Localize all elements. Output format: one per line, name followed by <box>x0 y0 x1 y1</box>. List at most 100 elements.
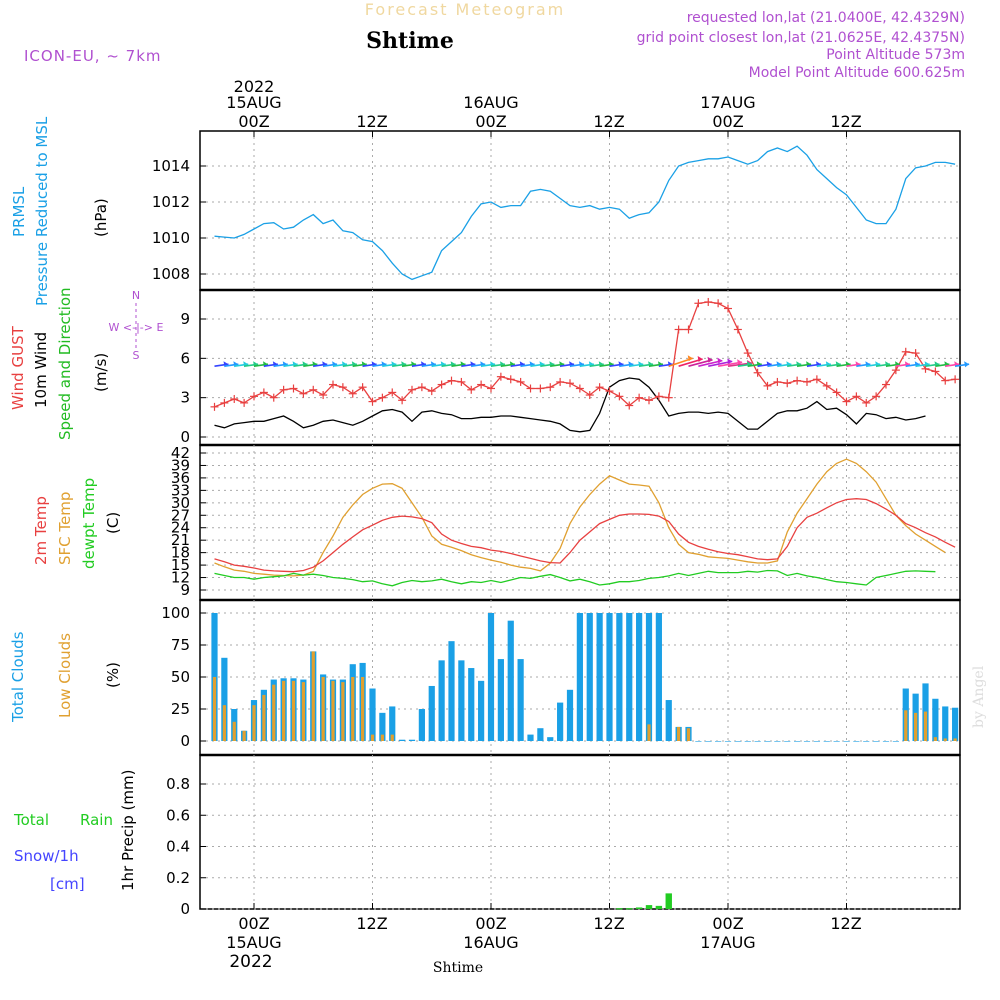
total-cloud-bar-52 <box>724 741 732 742</box>
time-label-top-6: 12Z <box>830 112 861 131</box>
wind-arrowhead-47 <box>697 356 703 362</box>
time-label-bottom-5: 00Z <box>712 914 743 933</box>
prmsl-desc-label: Pressure Reduced to MSL <box>33 116 51 306</box>
date-label-top-1: 15AUG <box>226 93 281 112</box>
panel-frame-wind <box>199 289 961 446</box>
low-cloud-bar-18 <box>390 734 394 741</box>
ytick-label-temp-3: 33 <box>171 481 190 499</box>
gust-line <box>214 301 956 408</box>
total-cloud-bar-44 <box>645 613 653 741</box>
time-label-bottom-1: 00Z <box>238 914 269 933</box>
wind-arrowhead-75 <box>964 361 970 368</box>
low-cloud-bar-71 <box>914 712 918 741</box>
ytick-label-temp-7: 21 <box>171 531 190 549</box>
total-cloud-bar-28 <box>487 613 495 741</box>
model-altitude: Model Point Altitude 600.625m <box>749 65 965 81</box>
total-cloud-bar-23 <box>438 660 445 741</box>
t2m-label: 2m Temp <box>32 496 50 565</box>
wind-unit: (m/s) <box>92 353 110 392</box>
rain-bar-46 <box>665 893 672 909</box>
ytick-label-wind-2: 3 <box>180 389 190 407</box>
total-cloud-bar-55 <box>754 741 761 742</box>
prmsl-line <box>214 145 956 281</box>
total-cloud-bar-57 <box>774 741 781 742</box>
total-cloud-bar-59 <box>794 741 801 742</box>
time-label-bottom-4: 12Z <box>593 914 624 933</box>
panel-frame-precip <box>199 754 961 910</box>
total-cloud-bar-66 <box>863 741 870 742</box>
total-cloud-bar-33 <box>537 728 544 741</box>
low-cloud-bar-12 <box>331 680 335 741</box>
total-cloud-bar-54 <box>744 741 751 742</box>
wind-arrowhead-46 <box>687 355 693 362</box>
low-cloud-bar-3 <box>242 730 246 741</box>
total-cloud-bar-16 <box>369 688 376 741</box>
low-cloud-bar-73 <box>933 737 937 741</box>
time-label-top-1: 00Z <box>238 112 269 131</box>
sfc-temp-label: SFC Temp <box>56 492 74 565</box>
total-cloud-bar-63 <box>833 741 840 742</box>
chart-title: Forecast Meteogram <box>365 0 565 19</box>
total-cloud-bar-19 <box>399 739 406 741</box>
model-name: ICON-EU, ~ 7km <box>24 47 162 65</box>
ytick-label-pressure-2: 1010 <box>152 229 190 247</box>
panel-frame-temp <box>199 444 961 601</box>
temp-unit: (C) <box>104 512 122 534</box>
low-cloud-bar-6 <box>272 684 276 741</box>
total-cloud-bar-22 <box>428 685 435 741</box>
total-cloud-bar-32 <box>527 734 534 741</box>
ytick-label-temp-0: 42 <box>171 444 190 462</box>
dewpt-line <box>214 569 936 587</box>
total-cloud-bar-20 <box>408 739 416 741</box>
ytick-label-temp-10: 12 <box>171 569 190 587</box>
snow-label: Snow/1h <box>14 847 79 865</box>
bottom-location: Shtime <box>433 960 483 976</box>
low-cloud-bar-4 <box>252 705 256 741</box>
grid-lines <box>200 131 960 910</box>
low-cloud-bar-5 <box>262 694 266 741</box>
clouds-unit: (%) <box>104 662 122 688</box>
wind-arrowhead-51 <box>737 359 743 366</box>
panel-frames <box>199 130 961 910</box>
rain-bar-42 <box>626 908 633 910</box>
wind10m-line <box>214 377 926 433</box>
low-cloud-bar-9 <box>301 682 305 741</box>
total-cloud-bar-18 <box>389 706 396 741</box>
ytick-label-wind-3: 0 <box>180 428 190 446</box>
gridpoint-coords: grid point closest lon,lat (21.0625E, 42… <box>637 30 965 46</box>
pressure-unit: (hPa) <box>92 198 110 237</box>
total-cloud-bar-51 <box>715 741 722 742</box>
total-cloud-bar-56 <box>764 741 771 742</box>
total-cloud-bar-45 <box>655 613 662 741</box>
low-cloud-bar-44 <box>647 724 651 741</box>
ytick-label-temp-2: 36 <box>171 469 190 487</box>
total-cloud-bar-42 <box>626 613 633 741</box>
total-cloud-bar-29 <box>497 659 504 741</box>
sfc-temp-line <box>214 458 946 577</box>
low-cloud-bar-1 <box>222 705 226 741</box>
rain-bar-43 <box>635 907 643 909</box>
ytick-label-pressure-0: 1014 <box>152 157 190 175</box>
total-cloud-bar-40 <box>606 613 613 741</box>
compass-south: S <box>133 349 140 362</box>
low-cloud-bar-16 <box>370 734 375 741</box>
t2m-line <box>214 498 956 573</box>
low-cloud-bar-75 <box>953 738 957 741</box>
ytick-label-temp-9: 15 <box>171 556 190 574</box>
total-cloud-bar-74 <box>942 706 949 741</box>
snow-unit-label: [cm] <box>50 875 85 893</box>
ytick-label-temp-5: 27 <box>171 506 190 524</box>
date-label-top-2: 16AUG <box>463 93 518 112</box>
ytick-label-precip-2: 0.4 <box>166 838 190 856</box>
total-cloud-bar-39 <box>596 613 603 741</box>
total-cloud-bar-50 <box>705 741 712 742</box>
total-cloud-bar-69 <box>892 741 899 742</box>
rain-label: Rain <box>80 811 113 829</box>
total-cloud-bar-36 <box>566 689 574 741</box>
year-label-top: 2022 <box>234 77 275 96</box>
time-label-top-5: 00Z <box>712 112 743 131</box>
ytick-label-wind-0: 9 <box>180 310 190 328</box>
date-label-bottom-1: 15AUG <box>226 933 281 952</box>
ytick-label-precip-4: 0 <box>180 900 190 918</box>
